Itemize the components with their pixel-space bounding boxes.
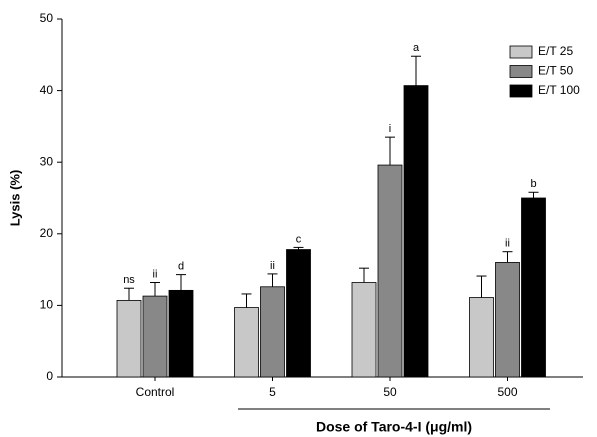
- x-tick-label: 500: [497, 385, 517, 399]
- legend-swatch: [509, 45, 533, 59]
- x-tick-label: 50: [383, 385, 397, 399]
- bar: [521, 197, 546, 378]
- bar-annotation: ii: [270, 260, 275, 272]
- legend-label: E/T 50: [538, 64, 573, 78]
- x-tick-label: 5: [269, 385, 276, 399]
- bar: [377, 164, 403, 378]
- bar-annotation: i: [389, 123, 391, 135]
- bar: [168, 289, 194, 378]
- bar-annotation: b: [530, 178, 536, 190]
- bar: [469, 297, 494, 378]
- bar-annotation: ii: [505, 238, 510, 250]
- legend-label: E/T 25: [538, 44, 573, 58]
- y-tick-label: 10: [40, 298, 54, 312]
- bar-annotation: ns: [123, 274, 135, 286]
- bar: [351, 282, 377, 378]
- x-axis-label: Dose of Taro-4-I (μg/ml): [316, 419, 472, 435]
- bar: [234, 307, 259, 378]
- bar: [260, 286, 285, 378]
- y-tick-label: 20: [40, 226, 54, 240]
- bar: [286, 249, 311, 378]
- y-tick-label: 30: [40, 154, 54, 168]
- bar-annotation: c: [296, 233, 302, 245]
- y-tick-label: 0: [46, 369, 53, 383]
- bar: [142, 295, 168, 378]
- legend-swatch: [509, 84, 533, 98]
- bar: [116, 299, 142, 378]
- y-tick-label: 50: [40, 11, 54, 25]
- bar-annotation: ii: [153, 268, 158, 280]
- legend-swatch: [509, 65, 533, 78]
- x-tick-label: Control: [136, 385, 175, 399]
- bar-annotation: d: [178, 261, 184, 273]
- y-tick-label: 40: [40, 83, 54, 97]
- legend-label: E/T 100: [538, 83, 580, 97]
- bar: [495, 262, 520, 378]
- y-axis-label: Lysis (%): [7, 170, 22, 227]
- bar: [403, 85, 429, 378]
- bar-annotation: a: [413, 42, 420, 54]
